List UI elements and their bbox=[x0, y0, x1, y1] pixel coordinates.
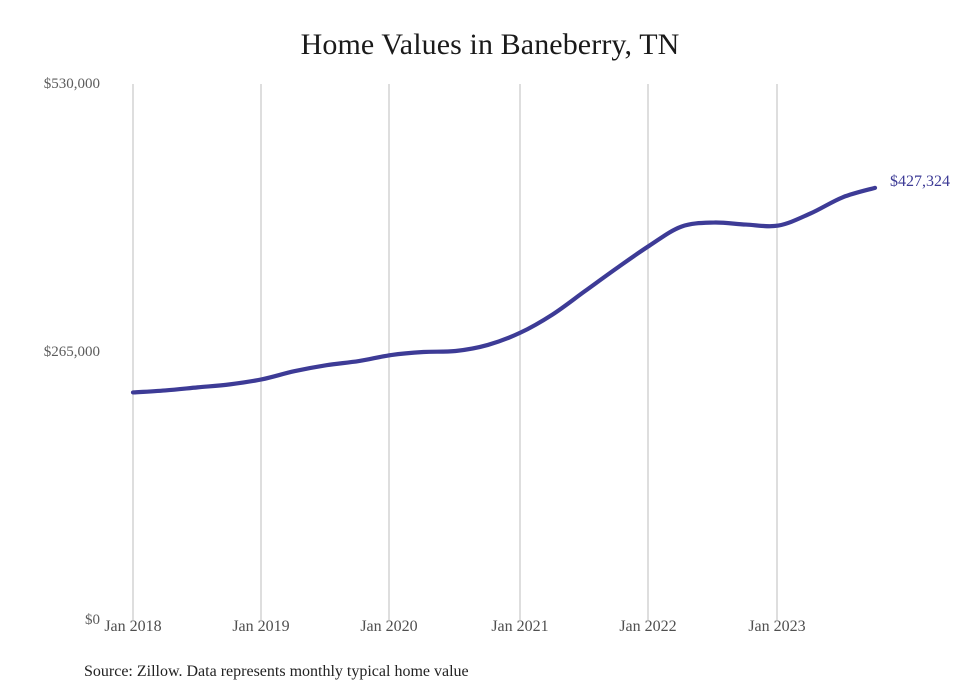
data-series-line bbox=[130, 185, 878, 395]
chart-title: Home Values in Baneberry, TN bbox=[300, 28, 680, 61]
x-tick-label-jan-2023: Jan 2023 bbox=[748, 618, 806, 635]
y-tick-label-top: $530,000 bbox=[43, 76, 100, 92]
source-note: Source: Zillow. Data represents monthly … bbox=[84, 663, 469, 680]
x-tick-label-jan-2020: Jan 2020 bbox=[360, 618, 418, 635]
x-tick-label-jan-2019: Jan 2019 bbox=[232, 618, 290, 635]
y-tick-label-mid: $265,000 bbox=[43, 344, 100, 360]
x-tick-label-jan-2022: Jan 2022 bbox=[619, 618, 677, 635]
x-tick-label-jan-2021: Jan 2021 bbox=[491, 618, 549, 635]
end-value-label: $427,324 bbox=[890, 173, 950, 190]
gridlines bbox=[132, 84, 778, 620]
x-tick-label-jan-2018: Jan 2018 bbox=[104, 618, 162, 635]
y-tick-label-bottom: $0 bbox=[85, 612, 100, 628]
